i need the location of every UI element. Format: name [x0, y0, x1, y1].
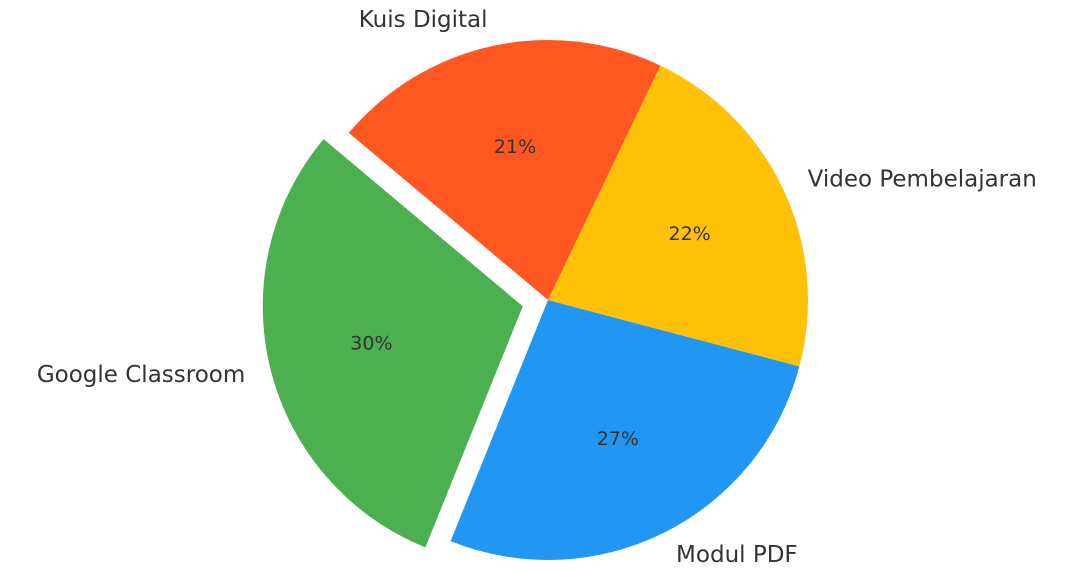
- pie-slice: [262, 139, 523, 548]
- slice-percent: 22%: [668, 223, 710, 245]
- slice-label: Modul PDF: [676, 542, 798, 568]
- slice-percent: 27%: [597, 428, 639, 450]
- slice-label: Video Pembelajaran: [808, 167, 1037, 193]
- pie-slice: [348, 40, 661, 301]
- slice-label: Google Classroom: [37, 362, 245, 388]
- slice-percent: 21%: [494, 136, 536, 158]
- pie-slice: [548, 65, 809, 367]
- slice-label: Kuis Digital: [359, 7, 488, 33]
- slice-percent: 30%: [350, 333, 392, 355]
- pie-slice: [450, 300, 800, 560]
